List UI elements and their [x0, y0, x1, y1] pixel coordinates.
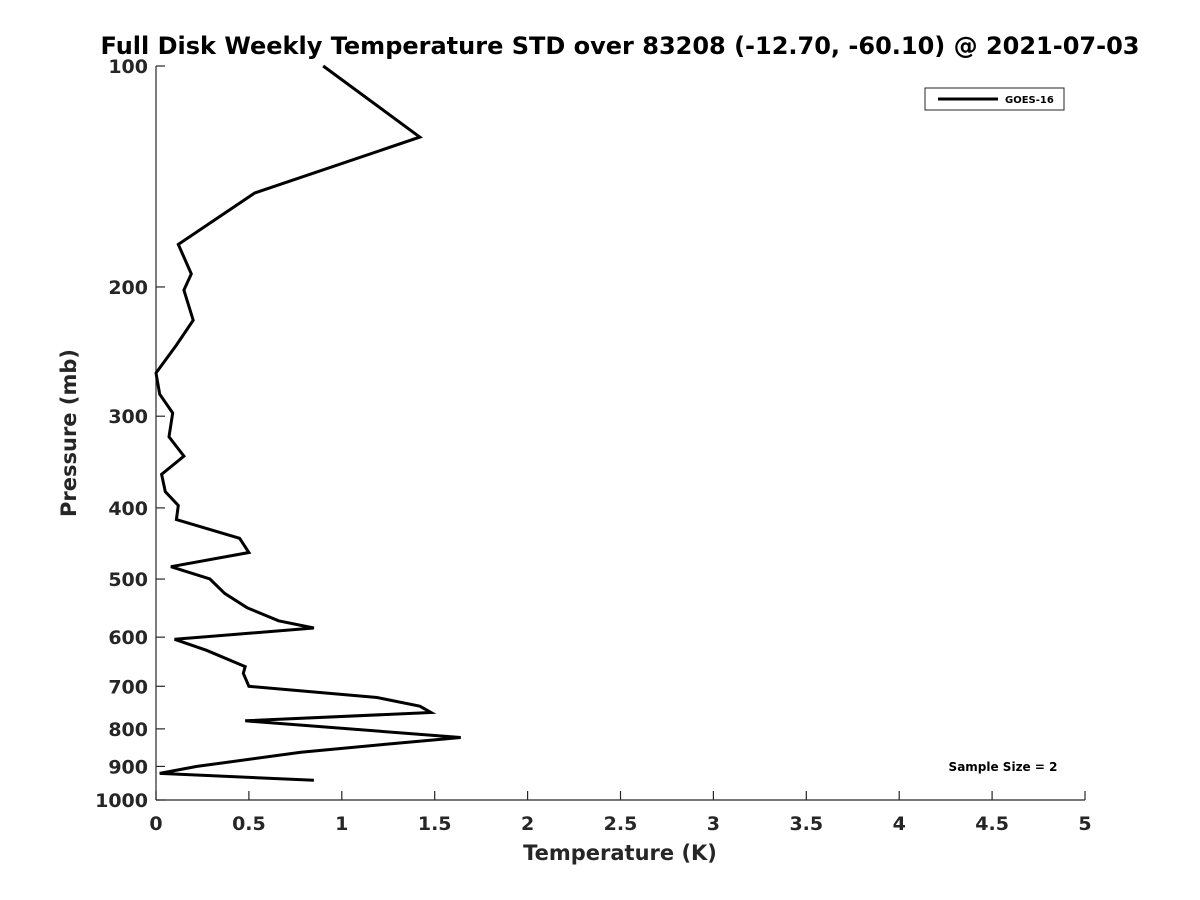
- chart-title: Full Disk Weekly Temperature STD over 83…: [101, 32, 1140, 60]
- x-tick-label: 2: [521, 813, 534, 835]
- y-tick-label: 300: [108, 406, 148, 428]
- y-tick-label: 100: [108, 56, 148, 78]
- y-tick-label: 1000: [95, 790, 148, 812]
- legend: GOES-16: [924, 87, 1065, 111]
- y-tick-label: 900: [108, 756, 148, 778]
- x-tick-label: 5: [1078, 813, 1091, 835]
- x-tick-label: 1.5: [418, 813, 452, 835]
- x-tick-group: 0 0.5 1 1.5 2 2.5 3 3.5 4 4.5 5: [149, 791, 1092, 835]
- legend-label-goes-16: GOES-16: [1005, 95, 1054, 106]
- y-axis-label: Pressure (mb): [57, 349, 81, 517]
- x-tick-label: 4.5: [975, 813, 1009, 835]
- sample-size-annotation: Sample Size = 2: [949, 760, 1058, 774]
- y-tick-group: 100 200 300 400 500 600 700 800 900 1000: [95, 56, 165, 812]
- y-tick-label: 600: [108, 627, 148, 649]
- x-tick-label: 0.5: [232, 813, 266, 835]
- x-axis-label: Temperature (K): [523, 841, 717, 865]
- x-tick-label: 3.5: [789, 813, 823, 835]
- y-tick-label: 700: [108, 676, 148, 698]
- series-group: [154, 64, 461, 782]
- y-tick-label: 800: [108, 719, 148, 741]
- y-tick-label: 400: [108, 498, 148, 520]
- x-tick-label: 1: [335, 813, 348, 835]
- x-tick-label: 3: [707, 813, 720, 835]
- series-line-goes-16: [154, 64, 461, 782]
- y-tick-label: 200: [108, 277, 148, 299]
- x-tick-label: 2.5: [604, 813, 638, 835]
- y-tick-label: 500: [108, 569, 148, 591]
- x-tick-label: 0: [149, 813, 162, 835]
- x-tick-label: 4: [893, 813, 906, 835]
